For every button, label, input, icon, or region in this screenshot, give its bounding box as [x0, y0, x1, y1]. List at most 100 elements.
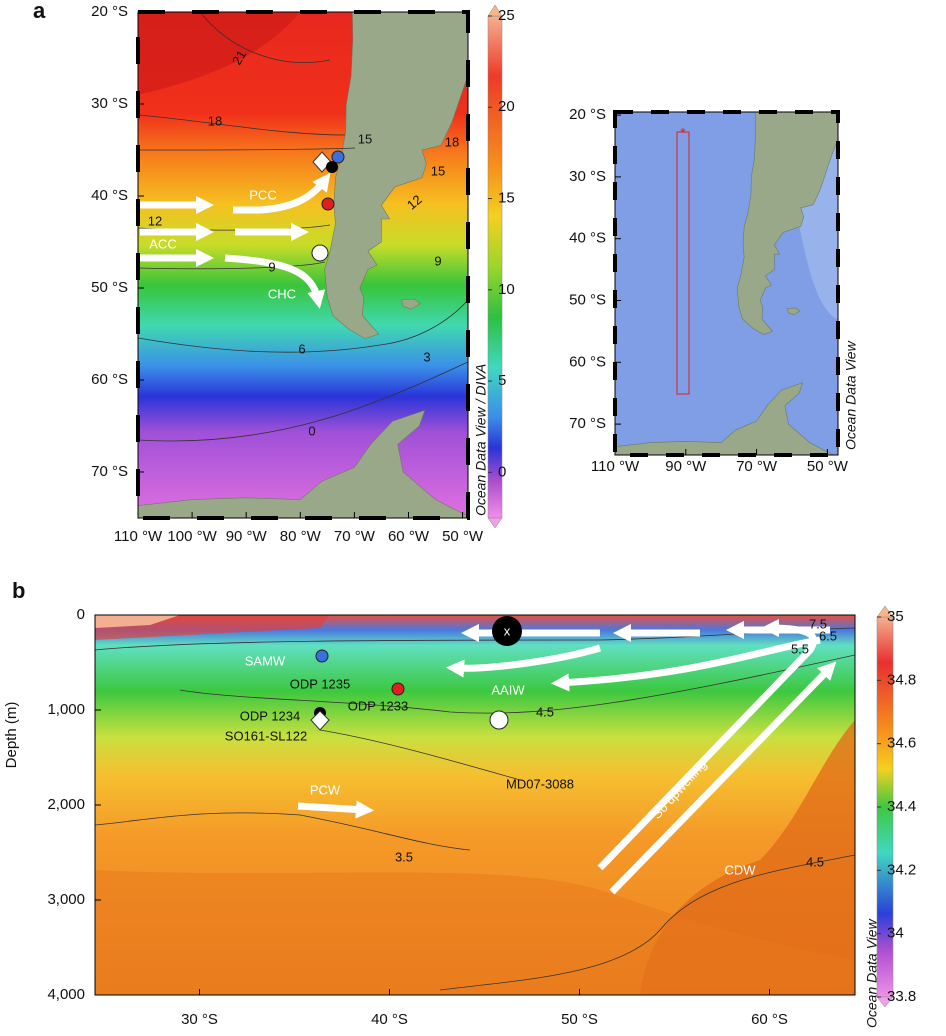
- site-marker: [321, 197, 335, 211]
- current-label: ACC: [149, 236, 176, 251]
- transect-star: *: [680, 125, 686, 141]
- colorbar-tick-label: 5: [498, 372, 506, 389]
- y-tick-label: 20 °S: [91, 3, 128, 20]
- colorbar-tick-label: 0: [498, 463, 506, 480]
- colorbar-extend: [876, 996, 894, 1008]
- land: [615, 112, 838, 455]
- water-mass-label: MD07-3088: [506, 776, 574, 791]
- colorbar-tick-label: 25: [498, 7, 515, 24]
- y-tick-label: 4,000: [47, 986, 85, 1003]
- contour: [199, 12, 331, 63]
- side-label: Ocean Data View: [843, 340, 859, 450]
- contour-label: 15: [358, 131, 372, 146]
- y-tick-label: 50 °S: [91, 279, 128, 296]
- water-mass-label: SAMW: [245, 653, 286, 668]
- x-tick-label: 60 °W: [388, 528, 430, 545]
- x-tick-label: 50 °W: [442, 528, 484, 545]
- map-a: [138, 12, 468, 518]
- colorbar-tick-label: 34.8: [887, 671, 916, 688]
- contour-label: 15: [431, 163, 445, 178]
- x-tick-label: 100 °W: [167, 528, 217, 545]
- landmass: [787, 307, 801, 316]
- contour: [95, 812, 471, 851]
- contour-label: 3: [423, 349, 430, 364]
- colorbar-tick-label: 15: [498, 190, 515, 207]
- site-marker: [310, 710, 330, 731]
- y-tick-label: 2,000: [47, 796, 85, 813]
- x-tick-label: 70 °W: [736, 458, 778, 475]
- current-label: CHC: [268, 286, 296, 301]
- colorbar-label: Ocean Data View: [864, 918, 880, 1028]
- x-tick-label: 90 °W: [226, 528, 268, 545]
- colorbar: [487, 15, 503, 519]
- water-mass-label: ODP 1235: [290, 676, 350, 691]
- y-tick-label: 30 °S: [569, 168, 606, 185]
- contour-label: 5.5: [791, 641, 809, 656]
- surface-salty: [95, 615, 180, 628]
- site-marker: [489, 710, 509, 730]
- contour-label: 18: [208, 113, 222, 128]
- site-marker: [391, 682, 405, 696]
- contour-label: 7.5: [809, 616, 827, 631]
- colorbar-extend: [487, 4, 503, 17]
- site-marker: [492, 616, 522, 646]
- water-mass-label: PCW: [310, 782, 341, 797]
- colorbar-tick-label: 34.2: [887, 861, 916, 878]
- contour-label: 3.5: [395, 849, 413, 864]
- y-tick-label: 40 °S: [91, 187, 128, 204]
- y-tick-label: 1,000: [47, 701, 85, 718]
- contour-label: 4.5: [536, 704, 554, 719]
- contour-label: 9: [268, 259, 275, 274]
- contour-label: 18: [445, 134, 459, 149]
- y-tick-label: 20 °S: [569, 106, 606, 123]
- map-frame: [614, 111, 839, 456]
- contour: [138, 361, 468, 442]
- contour: [319, 729, 521, 781]
- current-label: PCC: [249, 187, 276, 202]
- y-tick-label: 70 °S: [91, 463, 128, 480]
- y-tick-label: 60 °S: [569, 353, 606, 370]
- colorbar-tick-label: 10: [498, 281, 515, 298]
- x-tick-label: 110 °W: [114, 528, 163, 545]
- contour: [138, 147, 356, 151]
- site-marker: [311, 244, 329, 262]
- colorbar-tick-label: 20: [498, 98, 515, 115]
- section: [95, 615, 855, 995]
- contour-label: 21: [229, 47, 249, 67]
- colorbar-tick-label: 33.8: [887, 988, 916, 1005]
- map-frame: [137, 11, 469, 519]
- colorbar-extend: [487, 517, 503, 529]
- water-mass-label: SO161-SL122: [225, 728, 307, 743]
- warm-core: [138, 12, 300, 95]
- contour: [179, 654, 855, 714]
- core-sites: [311, 150, 345, 262]
- panel-label: a: [33, 0, 46, 23]
- x-tick-label: 30 °S: [181, 1011, 218, 1028]
- contour-label: 6: [298, 341, 305, 356]
- x-tick-label: 110 °W: [591, 458, 640, 475]
- y-tick-label: 50 °S: [569, 291, 606, 308]
- contour-label: 6.5: [819, 628, 837, 643]
- transect-box: [676, 131, 690, 395]
- x-tick-label: 40 °S: [371, 1011, 408, 1028]
- contour-label: 12: [148, 213, 162, 228]
- y-tick-label: 40 °S: [569, 230, 606, 247]
- landmass: [615, 382, 834, 455]
- x-tick-label: 50 °W: [807, 458, 849, 475]
- contour-label: 0: [308, 423, 315, 438]
- water-mass-label: ODP 1234: [240, 708, 300, 723]
- landmass: [401, 298, 421, 310]
- inset-map: *: [615, 112, 838, 455]
- y-tick-label: 70 °S: [569, 415, 606, 432]
- contour-label: 9: [434, 253, 441, 268]
- x-tick-label: 80 °W: [280, 528, 322, 545]
- deep-water: [95, 870, 855, 995]
- colorbar-tick-label: 34.6: [887, 735, 916, 752]
- y-tick-label: 3,000: [47, 891, 85, 908]
- contour: [138, 114, 346, 136]
- colorbar-extend: [876, 605, 894, 618]
- y-tick-label: 0: [77, 606, 85, 623]
- x-tick-label: 50 °S: [561, 1011, 598, 1028]
- colorbar-tick-label: 34: [887, 925, 904, 942]
